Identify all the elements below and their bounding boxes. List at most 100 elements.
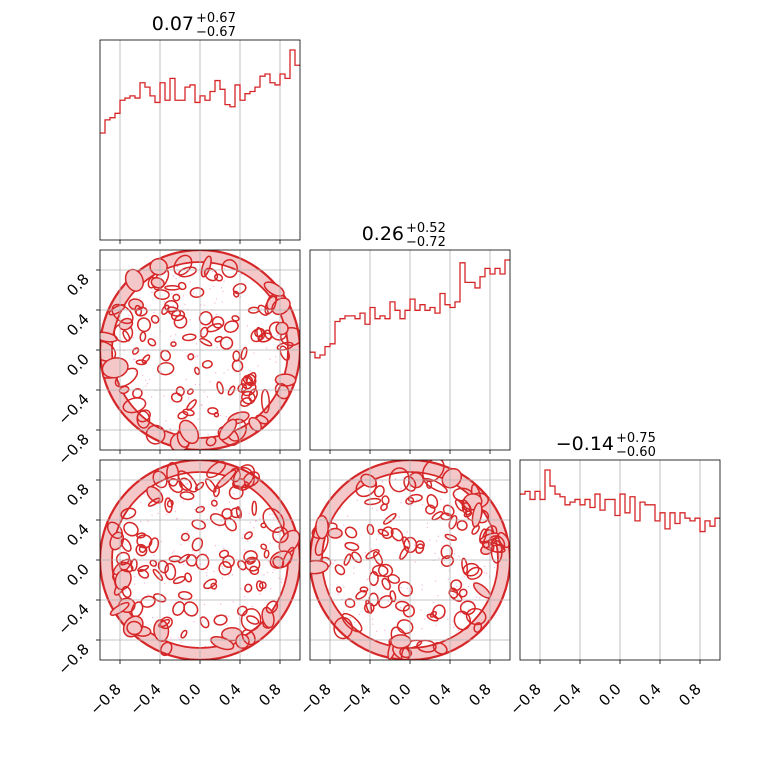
contour-island bbox=[343, 553, 352, 566]
x-tick-label: 0.0 bbox=[385, 680, 415, 710]
sample-point bbox=[394, 478, 397, 480]
sample-point bbox=[259, 593, 261, 595]
sample-point bbox=[194, 384, 196, 386]
sample-point bbox=[191, 550, 193, 552]
sample-point bbox=[195, 294, 198, 296]
contour-island bbox=[179, 491, 195, 501]
contour-island bbox=[183, 601, 199, 617]
y-tick-label: −0.8 bbox=[54, 640, 92, 678]
sample-point bbox=[411, 504, 413, 506]
contour-island bbox=[344, 526, 358, 539]
title-upper-error: +0.67 bbox=[196, 11, 236, 26]
contour-island bbox=[241, 390, 256, 405]
contour-island bbox=[136, 534, 153, 549]
sample-point bbox=[269, 542, 271, 544]
contour-blob bbox=[453, 610, 471, 631]
contour-blob bbox=[205, 436, 217, 447]
sample-point bbox=[134, 370, 137, 373]
sample-point bbox=[396, 540, 398, 543]
sample-point bbox=[200, 403, 203, 406]
sample-point bbox=[139, 297, 141, 299]
contour-island bbox=[180, 629, 188, 639]
contour-island bbox=[189, 287, 205, 298]
contour-island bbox=[186, 399, 197, 411]
sample-point bbox=[349, 609, 351, 612]
contour-island bbox=[158, 618, 171, 628]
sample-point bbox=[172, 305, 175, 307]
sample-point bbox=[384, 629, 386, 632]
sample-point bbox=[260, 308, 263, 310]
histogram-step-line bbox=[310, 259, 510, 359]
contour-island bbox=[257, 304, 269, 316]
contour-island bbox=[139, 331, 147, 343]
sample-point bbox=[356, 499, 358, 501]
sample-point bbox=[188, 405, 191, 408]
contour-island bbox=[231, 315, 240, 322]
sample-point bbox=[387, 600, 390, 602]
sample-point bbox=[274, 356, 277, 358]
y-tick-label: 0.0 bbox=[63, 560, 93, 590]
sample-point bbox=[227, 615, 230, 618]
sample-point bbox=[435, 624, 437, 626]
contour-blob bbox=[281, 546, 295, 568]
sample-point bbox=[400, 501, 402, 504]
sample-point bbox=[484, 565, 486, 568]
sample-point bbox=[272, 571, 274, 574]
sample-point bbox=[205, 574, 208, 577]
sample-point bbox=[253, 527, 255, 529]
sample-point bbox=[139, 312, 141, 314]
sample-point bbox=[128, 314, 130, 317]
contour-blob bbox=[327, 527, 343, 539]
x-tick-label: 0.8 bbox=[675, 680, 705, 710]
sample-point bbox=[426, 522, 429, 525]
contour-blob bbox=[310, 559, 329, 575]
title-value: 0.07 bbox=[152, 13, 194, 35]
sample-point bbox=[206, 568, 209, 571]
sample-point bbox=[214, 302, 216, 304]
sample-point bbox=[372, 623, 374, 625]
contour-blob bbox=[333, 616, 353, 640]
contour-island bbox=[177, 410, 189, 420]
sample-point bbox=[212, 285, 215, 288]
sample-point bbox=[421, 628, 423, 630]
sample-point bbox=[151, 616, 154, 619]
contour-island bbox=[466, 566, 483, 580]
contour-island bbox=[209, 513, 227, 527]
sample-point bbox=[216, 346, 218, 349]
sample-point bbox=[196, 356, 199, 358]
contour-island bbox=[381, 526, 394, 540]
contour-island bbox=[244, 583, 253, 593]
sample-point bbox=[194, 356, 196, 358]
contour-blob bbox=[246, 615, 260, 625]
contour-island bbox=[199, 616, 210, 629]
sample-point bbox=[228, 575, 230, 577]
contour-island bbox=[166, 499, 174, 508]
contour-blob bbox=[152, 470, 168, 489]
contour-blob bbox=[200, 255, 212, 278]
sample-point bbox=[206, 396, 209, 398]
sample-point bbox=[203, 304, 205, 306]
contour-island bbox=[216, 381, 224, 395]
contour-island bbox=[213, 614, 228, 626]
contour-island bbox=[172, 293, 181, 302]
sample-point bbox=[233, 493, 235, 495]
sample-point bbox=[128, 514, 131, 516]
sample-point bbox=[334, 560, 336, 562]
sample-point bbox=[342, 610, 345, 613]
sample-point bbox=[133, 583, 136, 585]
sample-point bbox=[370, 548, 372, 550]
sample-point bbox=[377, 533, 380, 536]
contour-island bbox=[195, 553, 210, 571]
sample-point bbox=[263, 573, 265, 576]
sample-point bbox=[243, 615, 246, 617]
sample-point bbox=[195, 343, 198, 345]
sample-point bbox=[457, 629, 460, 632]
sample-point bbox=[186, 531, 189, 533]
contour-island bbox=[363, 602, 375, 614]
contour-island bbox=[377, 563, 394, 578]
sample-point bbox=[170, 430, 172, 432]
sample-point bbox=[249, 370, 251, 372]
sample-point bbox=[134, 575, 136, 578]
sample-point bbox=[276, 335, 278, 337]
contour-island bbox=[448, 514, 458, 530]
